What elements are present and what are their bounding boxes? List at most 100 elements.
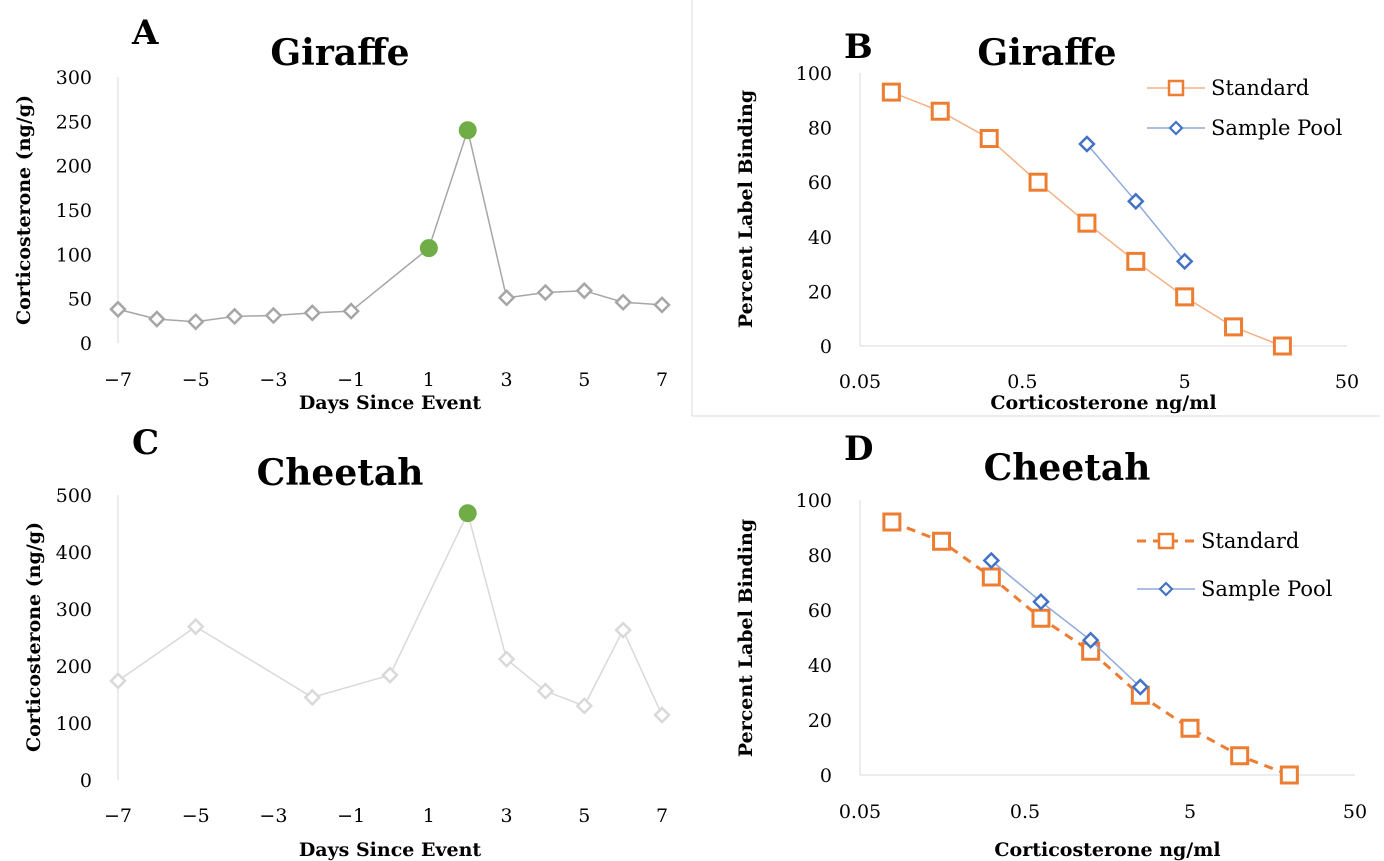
y-tick-label: 100: [56, 713, 92, 735]
chart-title: Giraffe: [270, 32, 409, 74]
square-point: [882, 512, 902, 532]
y-tick-label: 250: [56, 111, 92, 133]
square-point: [881, 82, 901, 102]
x-axis-label: Corticosterone ng/ml: [994, 839, 1220, 861]
x-tick-label: −3: [259, 805, 287, 827]
panel-letter: A: [131, 13, 159, 53]
diamond-point: [653, 706, 671, 724]
diamond-point: [381, 666, 399, 684]
panel-d-cheetah-binding: 0 20 40 60 80 100 0.05 0.5 5 50 Corticosterone ng/…: [735, 429, 1367, 861]
highlight-point: [458, 504, 477, 523]
x-tick-label: −5: [182, 805, 210, 827]
panel-b-giraffe-binding: 0 20 40 60 80 100 0.05 0.5 5 50 Corticosterone ng/…: [735, 27, 1359, 414]
x-tick-label: 0.5: [1007, 371, 1037, 393]
diamond-point: [1081, 631, 1100, 650]
y-tick-label: 0: [820, 336, 832, 358]
highlight-point: [419, 239, 438, 258]
diamond-point: [303, 688, 322, 707]
square-point: [1031, 608, 1051, 628]
square-point: [1126, 251, 1146, 271]
square-point: [1028, 172, 1048, 192]
y-tick-label: 400: [56, 542, 92, 564]
diamond-point: [497, 650, 516, 668]
diamond-point: [614, 293, 632, 311]
legend-square-marker: [1157, 532, 1175, 550]
diamond-point: [536, 283, 555, 302]
diamond-point: [1127, 192, 1145, 211]
diamond-point: [497, 289, 516, 307]
y-tick-label: 300: [56, 599, 92, 621]
square-point: [1077, 213, 1097, 233]
x-tick-label: 5: [1184, 801, 1196, 823]
x-tick-label: 5: [578, 369, 590, 391]
diamond-point: [1131, 678, 1150, 696]
y-tick-label: 100: [796, 490, 832, 512]
x-tick-label: −1: [337, 805, 365, 827]
legend-label: Standard: [1201, 529, 1299, 553]
x-tick-label: 7: [656, 369, 668, 391]
highlight-point: [458, 121, 477, 140]
diamond-point: [536, 682, 555, 700]
panel-a-giraffe-timeseries: 0 50 100 150 200 250 300 −7 −5 −3 −1 1 3 5 7 Days Since…: [13, 13, 671, 414]
panel-letter: D: [844, 429, 873, 469]
x-tick-label: 1: [423, 805, 435, 827]
y-tick-label: 40: [808, 227, 832, 249]
panel-letter: B: [844, 27, 873, 67]
x-tick-label: −7: [104, 805, 132, 827]
square-point: [981, 567, 1001, 587]
legend-diamond-marker: [1158, 581, 1174, 597]
y-tick-label: 0: [80, 770, 92, 792]
y-tick-label: 50: [68, 289, 92, 311]
y-tick-label: 100: [56, 244, 92, 266]
legend-square-marker: [1167, 79, 1185, 97]
square-point: [1224, 317, 1244, 337]
chart-title: Cheetah: [257, 452, 424, 494]
x-tick-label: −1: [337, 369, 365, 391]
diamond-point: [1032, 592, 1050, 611]
x-axis-label: Days Since Event: [299, 392, 482, 414]
diamond-point: [109, 672, 127, 690]
y-tick-label: 60: [808, 172, 832, 194]
diamond-point: [614, 621, 632, 639]
square-point: [1279, 765, 1299, 785]
legend-label: Standard: [1211, 76, 1309, 100]
legend-diamond-marker: [1168, 120, 1184, 136]
y-tick-label: 20: [808, 281, 832, 303]
diamond-point: [575, 697, 594, 715]
square-point: [979, 129, 999, 149]
diamond-point: [653, 296, 671, 314]
panel-letter: C: [132, 423, 159, 463]
x-tick-label: −3: [259, 369, 287, 391]
y-tick-label: 80: [808, 545, 832, 567]
x-tick-label: 0.05: [839, 801, 881, 823]
legend-label: Sample Pool: [1201, 577, 1333, 601]
x-tick-label: 3: [501, 369, 513, 391]
diamond-point: [982, 551, 1001, 570]
diamond-point: [225, 307, 244, 326]
x-tick-label: 50: [1343, 801, 1367, 823]
diamond-point: [1078, 135, 1096, 153]
y-tick-label: 100: [796, 63, 832, 85]
y-axis-label: Percent Label Binding: [735, 90, 757, 328]
series-line: [117, 511, 663, 716]
series-line: [891, 520, 1290, 777]
y-tick-label: 60: [808, 600, 832, 622]
diamond-point: [186, 312, 205, 331]
square-point: [930, 101, 950, 121]
x-tick-label: 7: [656, 805, 668, 827]
x-tick-label: 5: [1179, 371, 1191, 393]
diamond-point: [1175, 252, 1194, 271]
y-tick-label: 0: [820, 765, 832, 787]
y-tick-label: 500: [56, 485, 92, 507]
diamond-point: [148, 310, 166, 328]
y-tick-label: 20: [808, 710, 832, 732]
x-axis-label: Corticosterone ng/ml: [990, 392, 1216, 414]
legend-label: Sample Pool: [1211, 116, 1343, 140]
x-tick-label: 3: [501, 805, 513, 827]
diamond-point: [303, 304, 322, 322]
diamond-point: [186, 617, 205, 636]
series-line: [990, 559, 1141, 688]
chart-title: Giraffe: [977, 32, 1116, 74]
y-axis-label: Corticosterone (ng/g): [13, 95, 35, 325]
x-tick-label: 0.05: [839, 371, 881, 393]
